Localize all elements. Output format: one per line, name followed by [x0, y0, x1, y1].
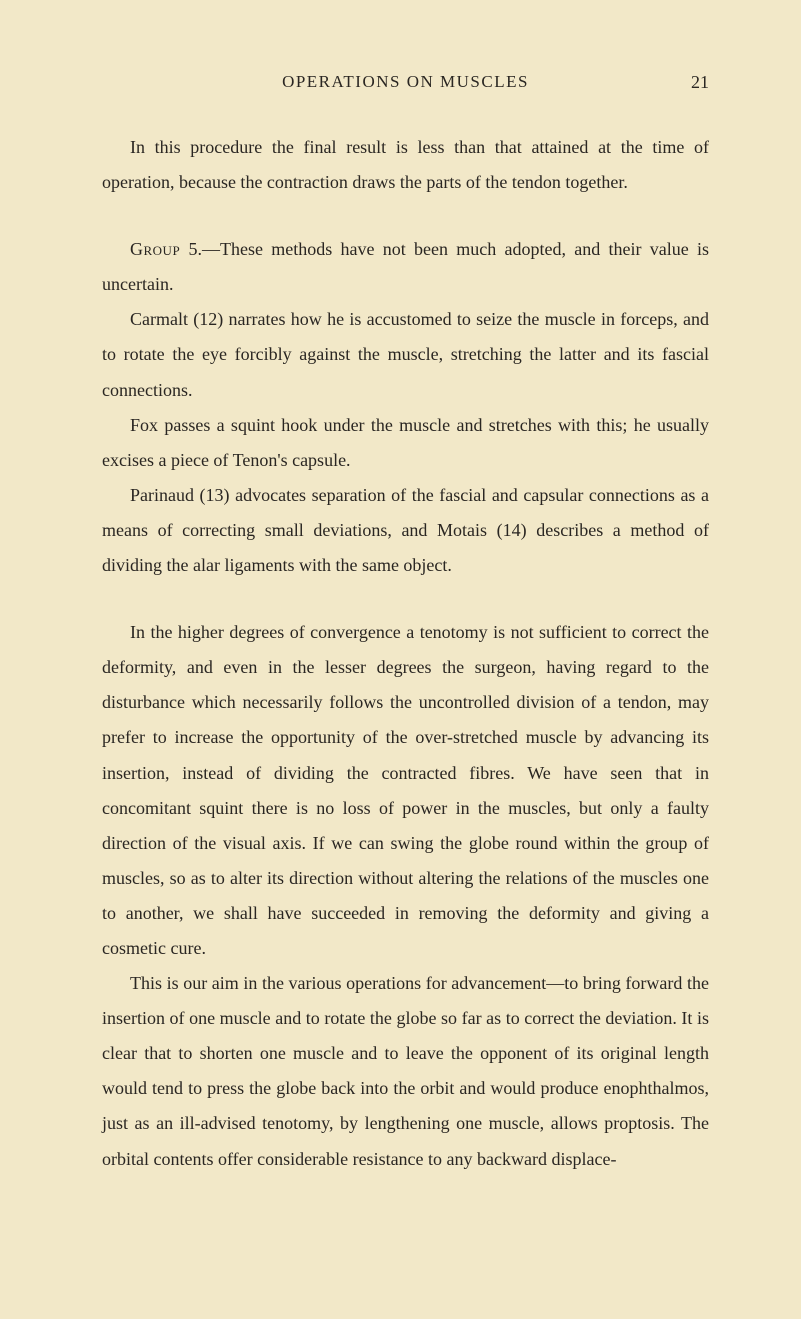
body-text: In this procedure the final result is le… — [102, 130, 709, 1177]
paragraph: Parinaud (13) advocates separation of th… — [102, 478, 709, 583]
paragraph: This is our aim in the various operation… — [102, 966, 709, 1177]
smallcaps-prefix: Group — [130, 239, 180, 259]
paragraph: In the higher degrees of convergence a t… — [102, 615, 709, 966]
paragraph: Carmalt (12) narrates how he is accustom… — [102, 302, 709, 407]
page-number: 21 — [691, 72, 709, 93]
running-title: OPERATIONS ON MUSCLES — [102, 72, 709, 92]
paragraph: Fox passes a squint hook under the muscl… — [102, 408, 709, 478]
paragraph: Group 5.—These methods have not been muc… — [102, 232, 709, 302]
page-header: OPERATIONS ON MUSCLES 21 — [102, 72, 709, 92]
paragraph: In this procedure the final result is le… — [102, 130, 709, 200]
